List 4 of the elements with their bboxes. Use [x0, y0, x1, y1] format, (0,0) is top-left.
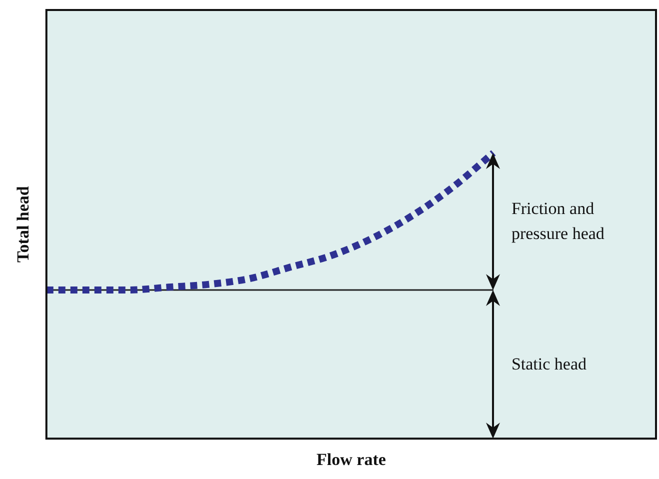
annotation: Friction and pressure head — [511, 198, 606, 246]
annotation: Static head — [511, 354, 588, 376]
x-axis-title: Flow rate — [316, 450, 386, 470]
y-axis-title: Total head — [14, 186, 33, 262]
